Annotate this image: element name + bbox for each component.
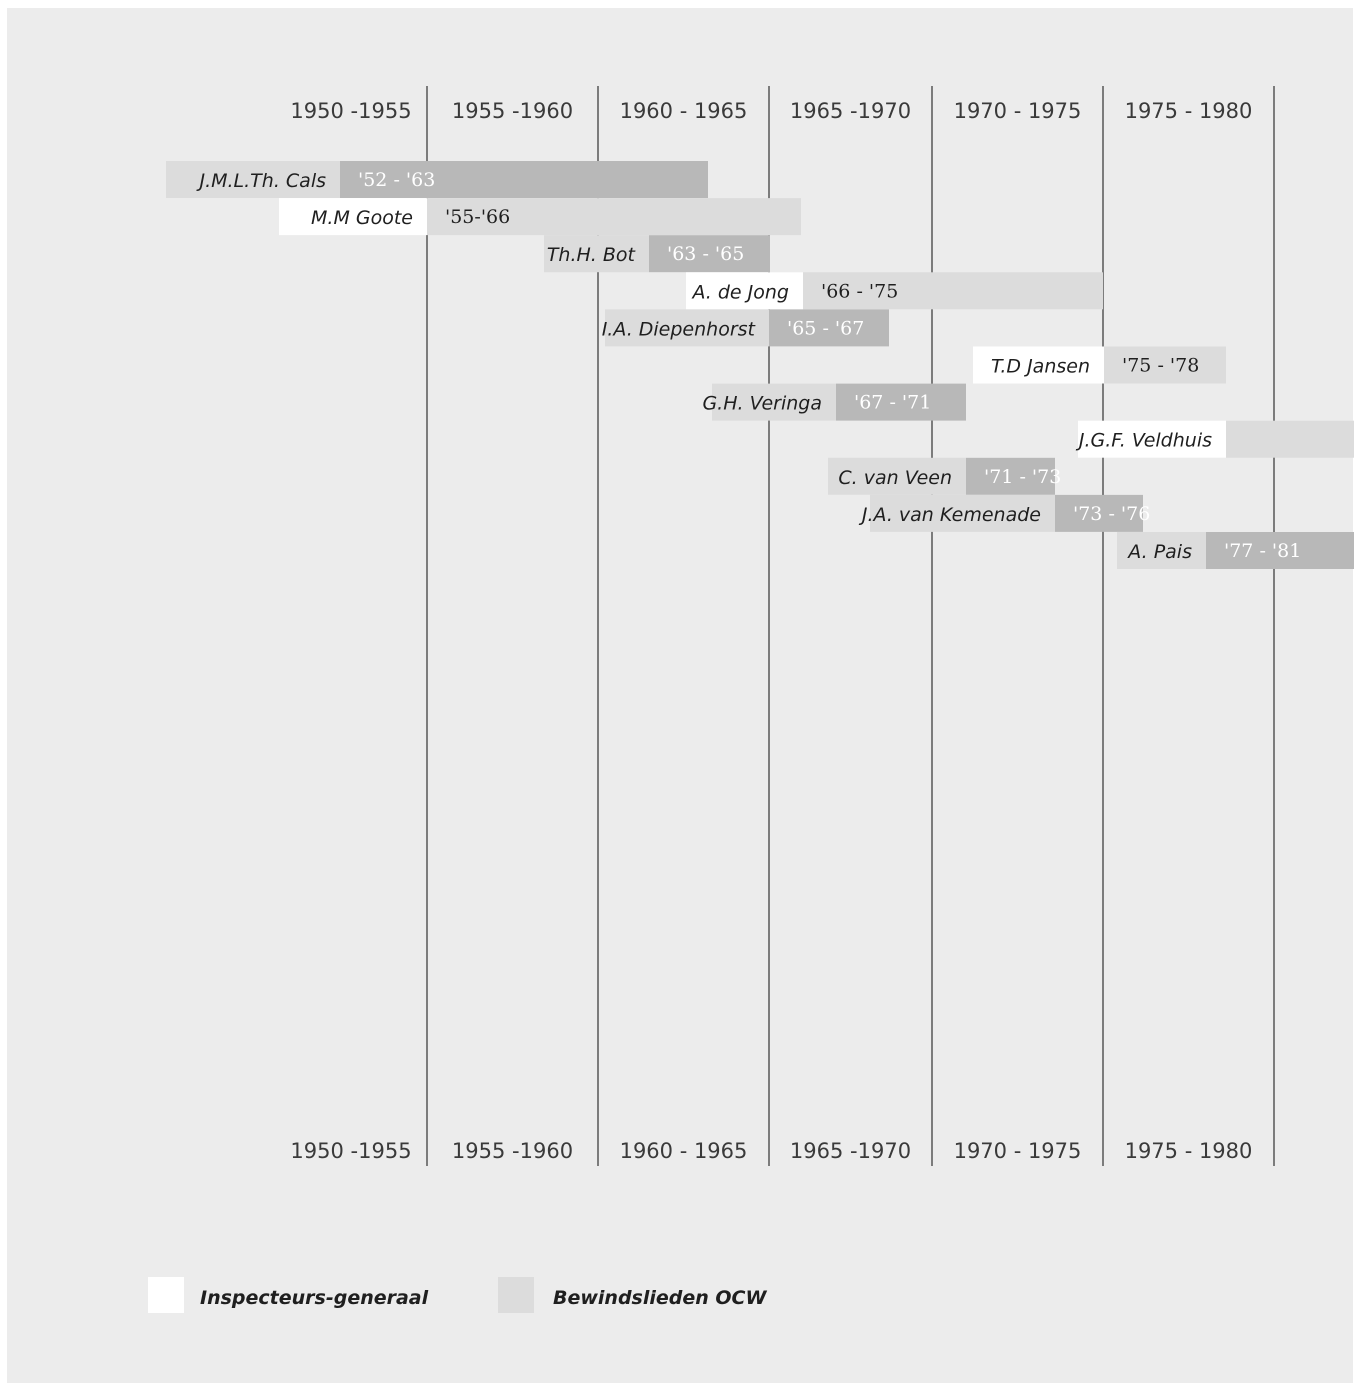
tick-label-top: 1955 -1960 xyxy=(452,99,573,123)
period-label: '55-'66 xyxy=(445,206,510,228)
tick-label-top: 1975 - 1980 xyxy=(1125,99,1253,123)
tick-label-bottom: 1960 - 1965 xyxy=(620,1139,748,1163)
period-bar xyxy=(1206,532,1354,569)
name-box xyxy=(1117,532,1206,569)
period-label: '65 - '67 xyxy=(787,317,864,339)
name-box xyxy=(973,346,1104,384)
legend-swatch-inspecteurs xyxy=(148,1277,184,1313)
period-bar xyxy=(649,235,770,273)
tick-label-bottom: 1975 - 1980 xyxy=(1125,1139,1253,1163)
name-box xyxy=(1078,420,1226,458)
tick-label-bottom: 1965 -1970 xyxy=(790,1139,911,1163)
tick-label-top: 1950 -1955 xyxy=(290,99,411,123)
period-label: '63 - '65 xyxy=(667,243,744,265)
period-label: '52 - '63 xyxy=(358,169,435,191)
period-label: '77 - '81 xyxy=(1224,540,1301,562)
period-bar xyxy=(1055,494,1143,532)
period-label: '67 - '71 xyxy=(854,392,931,414)
name-box xyxy=(828,457,966,495)
name-label: G.H. Veringa xyxy=(702,393,822,415)
legend-label-inspecteurs: Inspecteurs-generaal xyxy=(200,1287,429,1309)
period-bar xyxy=(1226,420,1354,458)
name-label: J.G.F. Veldhuis xyxy=(1075,430,1212,452)
tick-label-bottom: 1950 -1955 xyxy=(290,1139,411,1163)
period-label: '75 - '78 xyxy=(1122,355,1199,377)
name-box xyxy=(544,235,649,273)
name-box xyxy=(605,309,769,347)
legend-swatch-bewindslieden xyxy=(498,1277,534,1313)
name-box xyxy=(166,161,340,198)
tick-label-bottom: 1970 - 1975 xyxy=(954,1139,1082,1163)
name-label: M.M Goote xyxy=(311,207,413,229)
name-label: I.A. Diepenhorst xyxy=(602,318,757,340)
period-bar xyxy=(427,198,801,236)
period-bar xyxy=(1104,346,1226,384)
period-label: '71 - '73 xyxy=(984,466,1061,488)
name-box xyxy=(279,198,427,236)
name-label: J.A. van Kemenade xyxy=(858,504,1041,526)
name-box xyxy=(686,272,803,310)
tick-label-top: 1970 - 1975 xyxy=(954,99,1082,123)
name-label: Th.H. Bot xyxy=(547,244,637,266)
name-label: A. Pais xyxy=(1126,541,1192,563)
period-bar xyxy=(966,457,1055,495)
legend-label-bewindslieden: Bewindslieden OCW xyxy=(553,1287,767,1309)
name-label: C. van Veen xyxy=(838,467,952,489)
name-box xyxy=(870,494,1055,532)
period-bar xyxy=(769,309,889,347)
tick-label-bottom: 1955 -1960 xyxy=(452,1139,573,1163)
name-label: A. de Jong xyxy=(690,281,789,303)
period-label: '73 - '76 xyxy=(1073,503,1150,525)
name-label: J.M.L.Th. Cals xyxy=(195,170,326,192)
tick-label-top: 1960 - 1965 xyxy=(620,99,748,123)
name-box xyxy=(712,383,836,421)
period-bar xyxy=(836,383,966,421)
period-bar xyxy=(803,272,1103,310)
period-label: '66 - '75 xyxy=(821,280,898,302)
period-bar xyxy=(340,161,708,198)
tick-label-top: 1965 -1970 xyxy=(790,99,911,123)
name-label: T.D Jansen xyxy=(991,356,1090,378)
